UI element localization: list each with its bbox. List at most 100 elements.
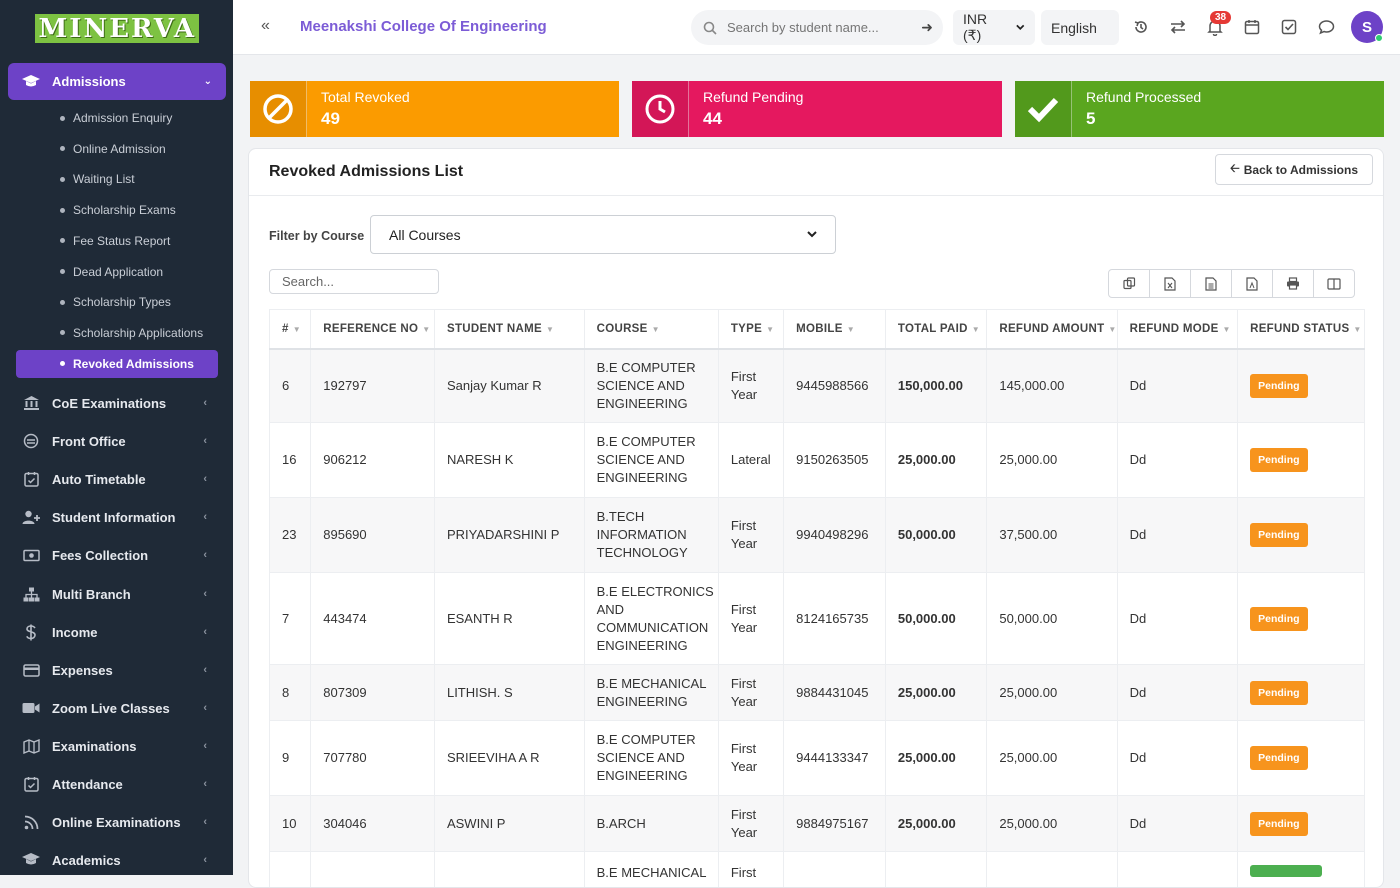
cell-refund-amount: 25,000.00 [987,721,1117,796]
column-header-type[interactable]: TYPE▼ [718,310,783,349]
avatar[interactable]: S [1351,11,1383,43]
cell-reference-no-value: 707780 [323,750,366,765]
column-header-mobile[interactable]: MOBILE▼ [784,310,886,349]
sidebar-subitem-scholarship-exams[interactable]: Scholarship Exams [0,196,233,224]
sidebar-subitem-online-admission[interactable]: Online Admission [0,135,233,163]
cell-refund-mode: Dd [1117,573,1237,665]
global-search[interactable]: ➜ [691,10,943,45]
logo[interactable]: MINERVA [35,14,199,43]
sidebar-item-zoom-live-classes[interactable]: Zoom Live Classes‹ [0,691,233,725]
calendar-icon[interactable] [1242,17,1262,37]
column-header-#[interactable]: #▼ [270,310,311,349]
cell-total-paid-value: 150,000.00 [898,378,963,393]
course-line: B.TECH [597,508,718,526]
cell-student-name-value: PRIYADARSHINI P [447,527,559,542]
calendar-check-icon [22,470,40,488]
column-header-refund-status[interactable]: REFUND STATUS▼ [1238,310,1365,349]
history-icon[interactable] [1131,17,1151,37]
cell-refund-mode-value: Dd [1130,685,1147,700]
cell-mobile-value: 9150263505 [796,452,868,467]
column-header-refund-amount[interactable]: REFUND AMOUNT▼ [987,310,1117,349]
cell-index-value: 23 [282,527,296,542]
cell-reference-no-value: 807309 [323,685,366,700]
course-filter-select[interactable]: All Courses [370,215,836,254]
sidebar-item-expenses[interactable]: Expenses‹ [0,653,233,687]
sidebar-item-label: CoE Examinations [52,396,166,411]
sidebar-item-coe-examinations[interactable]: CoE Examinations‹ [0,386,233,420]
sidebar-item-academics[interactable]: Academics‹ [0,843,233,875]
collapse-sidebar-icon[interactable]: « [261,17,270,35]
search-input[interactable] [727,20,907,35]
sidebar-item-attendance[interactable]: Attendance‹ [0,767,233,801]
sidebar-subitem-scholarship-applications[interactable]: Scholarship Applications [0,319,233,347]
cell-student-name: ASWINI P [434,796,584,852]
checkbox-icon[interactable] [1279,17,1299,37]
sidebar-item-fees-collection[interactable]: Fees Collection‹ [0,538,233,572]
cell-total-paid: 150,000.00 [885,349,986,423]
switch-icon[interactable] [1168,17,1188,37]
cell-reference-no: 707780 [311,721,435,796]
sidebar-subitem-admission-enquiry[interactable]: Admission Enquiry [0,104,233,132]
sidebar-subitem-fee-status-report[interactable]: Fee Status Report [0,227,233,255]
column-header-course[interactable]: COURSE▼ [584,310,718,349]
sidebar-item-multi-branch[interactable]: Multi Branch‹ [0,577,233,611]
column-header-refund-mode[interactable]: REFUND MODE▼ [1117,310,1237,349]
column-header-total-paid[interactable]: TOTAL PAID▼ [885,310,986,349]
cell-mobile-value: 8124165735 [796,611,868,626]
sidebar-subitem-dead-application[interactable]: Dead Application [0,258,233,286]
column-header-reference-no[interactable]: REFERENCE NO▼ [311,310,435,349]
sidebar-subitem-revoked-admissions[interactable]: Revoked Admissions [16,350,218,378]
arrow-right-icon[interactable]: ➜ [921,19,933,36]
columns-icon [1327,278,1341,290]
sidebar-item-income[interactable]: Income‹ [0,615,233,649]
type-line: First [731,740,783,758]
back-to-admissions-button[interactable]: 🡠 Back to Admissions [1215,154,1373,185]
ban-icon [250,81,307,137]
column-visibility-button[interactable] [1313,269,1355,298]
cell-total-paid-value: 25,000.00 [898,750,956,765]
cell-mobile: 9884975167 [784,796,886,852]
copy-button[interactable] [1108,269,1150,298]
cell-course: B.ARCH [584,796,718,852]
type-line: First [731,675,783,693]
arrow-left-icon: 🡠 [1230,159,1240,180]
pdf-button[interactable] [1231,269,1273,298]
cell-refund-amount: 25,000.00 [987,665,1117,721]
chat-icon[interactable] [1316,17,1336,37]
sidebar-item-auto-timetable[interactable]: Auto Timetable‹ [0,462,233,496]
course-line: SCIENCE AND [597,377,718,395]
excel-button[interactable] [1149,269,1191,298]
currency-select[interactable]: INR (₹) [953,10,1035,45]
csv-button[interactable] [1190,269,1232,298]
cell-reference-no: 443474 [311,573,435,665]
table-search-input[interactable]: Search... [269,269,439,294]
sidebar-item-examinations[interactable]: Examinations‹ [0,729,233,763]
cell-reference-no: 807309 [311,665,435,721]
print-button[interactable] [1272,269,1314,298]
sidebar-item-online-examinations[interactable]: Online Examinations‹ [0,805,233,839]
cell-index-value: 9 [282,750,289,765]
sidebar-item-admissions[interactable]: Admissions ⌄ [8,63,226,100]
sort-icon: ▼ [766,325,774,334]
cell-reference-no-value: 192797 [323,378,366,393]
type-line: Year [731,693,783,711]
sort-icon: ▼ [652,325,660,334]
column-header-student-name[interactable]: STUDENT NAME▼ [434,310,584,349]
sidebar-item-student-information[interactable]: Student Information‹ [0,500,233,534]
cell-student-name-value: Sanjay Kumar R [447,378,542,393]
sidebar-item-front-office[interactable]: Front Office‹ [0,424,233,458]
sidebar-subitem-waiting-list[interactable]: Waiting List [0,165,233,193]
language-select[interactable]: English [1041,10,1119,45]
cell-refund-amount [987,852,1117,888]
sidebar-subitem-scholarship-types[interactable]: Scholarship Types [0,288,233,316]
